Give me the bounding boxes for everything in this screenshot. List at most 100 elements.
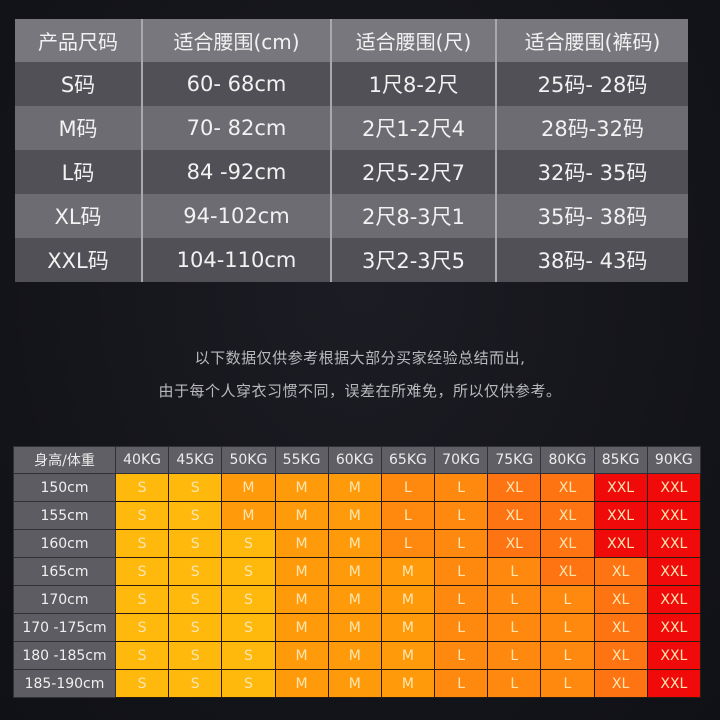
waist-size-table: 产品尺码 适合腰围(cm) 适合腰围(尺) 适合腰围(裤码) S码 60- 68… [15,19,688,282]
header-product-size: 产品尺码 [15,19,142,62]
size-cell: XL [593,613,648,642]
waist-pants-cell: 28码-32码 [495,106,688,150]
size-cell: XL [593,669,648,698]
size-cell: L [487,641,542,670]
size-cell: S [168,613,223,642]
weight-header: 45KG [168,446,223,474]
size-cell: L [487,669,542,698]
table-row: 165cm S S S M M M L L XL XL XXL [13,557,702,586]
size-cell: S [168,529,223,558]
weight-header: 60KG [327,446,382,474]
size-cell: L [434,529,489,558]
size-cell: M [274,641,329,670]
height-label: 170cm [13,585,116,614]
waist-table-header-row: 产品尺码 适合腰围(cm) 适合腰围(尺) 适合腰围(裤码) [15,19,688,62]
size-cell: XL [487,501,542,530]
table-row: XXL码 104-110cm 3尺2-3尺5 38码- 43码 [15,238,688,282]
size-cell: XXL码 [15,238,142,282]
weight-header: 40KG [114,446,170,474]
size-cell: S [168,641,223,670]
size-cell: XXL [593,501,648,530]
size-cell: M [380,557,436,586]
waist-cm-cell: 70- 82cm [141,106,331,150]
waist-cm-cell: 94-102cm [141,194,331,238]
size-cell: L [380,473,436,502]
size-cell: S [114,641,170,670]
size-cell: S [221,669,276,698]
size-cell: M [380,613,436,642]
size-cell: M [221,473,276,502]
size-cell: XXL [646,501,702,530]
disclaimer-line-1: 以下数据仅供参考根据大部分买家经验总结而出, [194,349,526,367]
size-cell: XXL [646,669,702,698]
size-cell: L [434,557,489,586]
size-cell: S码 [15,62,142,106]
size-cell: S [168,473,223,502]
size-cell: L [487,557,542,586]
size-cell: XXL [646,557,702,586]
size-cell: S [114,557,170,586]
size-cell: S [221,641,276,670]
size-cell: M [274,669,329,698]
height-label: 180 -185cm [13,641,116,670]
size-cell: XXL [646,473,702,502]
size-cell: L码 [15,150,142,194]
waist-cm-cell: 84 -92cm [141,150,331,194]
table-row: XL码 94-102cm 2尺8-3尺1 35码- 38码 [15,194,688,238]
table-row: 160cm S S S M M L L XL XL XXL XXL [13,529,702,558]
waist-pants-cell: 38码- 43码 [495,238,688,282]
weight-header: 50KG [221,446,276,474]
size-cell: M [380,669,436,698]
table-row: S码 60- 68cm 1尺8-2尺 25码- 28码 [15,62,688,106]
size-cell: XL码 [15,194,142,238]
waist-cm-cell: 60- 68cm [141,62,331,106]
size-cell: XXL [593,473,648,502]
waist-chi-cell: 2尺5-2尺7 [330,150,496,194]
size-cell: XL [593,557,648,586]
size-cell: S [114,669,170,698]
table-row: 155cm S S M M M L L XL XL XXL XXL [13,501,702,530]
waist-pants-cell: 35码- 38码 [495,194,688,238]
table-row: 185-190cm S S S M M M L L L XL XXL [13,669,702,698]
size-cell: XXL [593,529,648,558]
size-cell: L [380,529,436,558]
height-label: 155cm [13,501,116,530]
table-row: 150cm S S M M M L L XL XL XXL XXL [13,473,702,502]
size-cell: M [380,585,436,614]
size-cell: M [327,641,382,670]
corner-label: 身高/体重 [13,446,116,474]
size-cell: M [327,557,382,586]
size-cell: S [221,529,276,558]
size-chart-header-row: 身高/体重 40KG 45KG 50KG 55KG 60KG 65KG 70KG… [13,446,702,474]
size-cell: S [114,473,170,502]
size-cell: M [274,557,329,586]
size-cell: S [168,669,223,698]
waist-chi-cell: 3尺2-3尺5 [330,238,496,282]
size-cell: M [327,613,382,642]
size-cell: XXL [646,641,702,670]
height-label: 185-190cm [13,669,116,698]
size-cell: M [327,529,382,558]
waist-pants-cell: 32码- 35码 [495,150,688,194]
size-cell: XL [593,641,648,670]
size-cell: M [274,501,329,530]
header-waist-chi: 适合腰围(尺) [330,19,496,62]
height-label: 165cm [13,557,116,586]
size-cell: S [114,529,170,558]
table-row: L码 84 -92cm 2尺5-2尺7 32码- 35码 [15,150,688,194]
weight-header: 85KG [593,446,648,474]
header-waist-cm: 适合腰围(cm) [141,19,331,62]
waist-cm-cell: 104-110cm [141,238,331,282]
size-cell: S [221,613,276,642]
size-cell: XL [540,557,595,586]
size-cell: L [540,613,595,642]
size-cell: S [168,557,223,586]
size-cell: M [327,501,382,530]
size-cell: M [274,473,329,502]
size-cell: M [274,529,329,558]
size-cell: XXL [646,613,702,642]
size-cell: M码 [15,106,142,150]
size-cell: L [540,641,595,670]
table-row: 170 -175cm S S S M M M L L L XL XXL [13,613,702,642]
size-cell: XXL [646,529,702,558]
